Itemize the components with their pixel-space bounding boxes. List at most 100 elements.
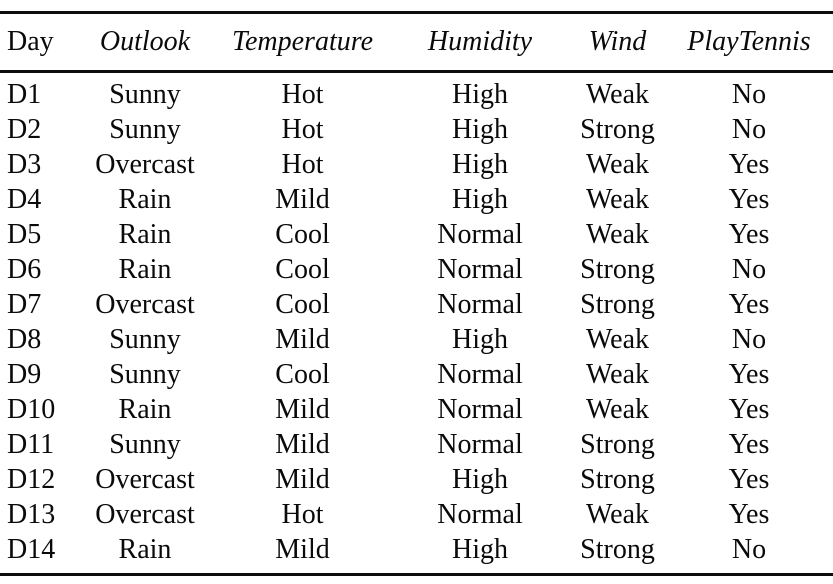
table-row: D2 Sunny Hot High Strong No (0, 112, 833, 147)
column-header-temperature: Temperature (215, 12, 390, 73)
cell-outlook: Overcast (95, 289, 195, 320)
cell-outlook: Rain (118, 394, 172, 425)
column-header-outlook: Outlook (75, 12, 215, 73)
cell-outlook: Overcast (95, 149, 195, 180)
cell-day: D14 (7, 534, 56, 565)
cell-wind: Weak (585, 184, 650, 215)
cell-playtennis: Yes (728, 359, 770, 390)
cell-humidity: Normal (437, 394, 523, 425)
table-row: D7 Overcast Cool Normal Strong Yes (0, 287, 833, 322)
cell-playtennis: No (731, 324, 767, 355)
table-row: D4 Rain Mild High Weak Yes (0, 182, 833, 217)
cell-playtennis: No (731, 114, 767, 145)
cell-temperature: Mild (275, 464, 330, 495)
cell-playtennis: Yes (728, 219, 770, 250)
cell-outlook: Overcast (95, 499, 195, 530)
column-header-wind: Wind (570, 12, 665, 73)
cell-playtennis: Yes (728, 289, 770, 320)
table-row: D14 Rain Mild High Strong No (0, 532, 833, 575)
cell-humidity: High (452, 114, 508, 145)
cell-temperature: Hot (281, 79, 324, 110)
cell-day: D10 (7, 394, 56, 425)
cell-humidity: High (452, 184, 508, 215)
table-row: D13 Overcast Hot Normal Weak Yes (0, 497, 833, 532)
cell-outlook: Sunny (109, 79, 181, 110)
cell-temperature: Hot (281, 499, 324, 530)
column-header-humidity: Humidity (390, 12, 570, 73)
cell-outlook: Rain (118, 254, 172, 285)
cell-day: D2 (7, 114, 42, 145)
cell-temperature: Mild (275, 324, 330, 355)
cell-wind: Strong (580, 254, 655, 285)
table-row: D10 Rain Mild Normal Weak Yes (0, 392, 833, 427)
cell-temperature: Mild (275, 394, 330, 425)
cell-day: D11 (7, 429, 55, 460)
cell-temperature: Mild (275, 184, 330, 215)
cell-day: D1 (7, 79, 42, 110)
cell-playtennis: Yes (728, 394, 770, 425)
cell-outlook: Rain (118, 184, 172, 215)
cell-playtennis: Yes (728, 464, 770, 495)
cell-outlook: Rain (118, 219, 172, 250)
cell-humidity: Normal (437, 219, 523, 250)
cell-temperature: Cool (275, 289, 330, 320)
cell-humidity: High (452, 149, 508, 180)
table-row: D12 Overcast Mild High Strong Yes (0, 462, 833, 497)
cell-humidity: High (452, 324, 508, 355)
cell-outlook: Rain (118, 534, 172, 565)
cell-playtennis: Yes (728, 499, 770, 530)
cell-playtennis: No (731, 254, 767, 285)
cell-outlook: Sunny (109, 429, 181, 460)
cell-playtennis: Yes (728, 184, 770, 215)
cell-playtennis: No (731, 534, 767, 565)
cell-wind: Weak (585, 324, 650, 355)
cell-temperature: Cool (275, 254, 330, 285)
cell-wind: Strong (580, 114, 655, 145)
cell-day: D12 (7, 464, 56, 495)
cell-humidity: Normal (437, 359, 523, 390)
cell-day: D5 (7, 219, 42, 250)
cell-humidity: Normal (437, 499, 523, 530)
table-row: D9 Sunny Cool Normal Weak Yes (0, 357, 833, 392)
table-row: D1 Sunny Hot High Weak No (0, 72, 833, 113)
cell-day: D7 (7, 289, 42, 320)
column-header-playtennis: PlayTennis (665, 12, 833, 73)
cell-wind: Weak (585, 79, 650, 110)
cell-playtennis: No (731, 79, 767, 110)
cell-outlook: Overcast (95, 464, 195, 495)
table-row: D8 Sunny Mild High Weak No (0, 322, 833, 357)
cell-temperature: Cool (275, 359, 330, 390)
cell-day: D3 (7, 149, 42, 180)
cell-outlook: Sunny (109, 359, 181, 390)
cell-temperature: Hot (281, 114, 324, 145)
table-row: D11 Sunny Mild Normal Strong Yes (0, 427, 833, 462)
cell-playtennis: Yes (728, 429, 770, 460)
play-tennis-table: Day Outlook Temperature Humidity Wind Pl… (0, 11, 833, 576)
cell-wind: Strong (580, 534, 655, 565)
cell-wind: Strong (580, 464, 655, 495)
table-row: D5 Rain Cool Normal Weak Yes (0, 217, 833, 252)
cell-day: D6 (7, 254, 42, 285)
cell-wind: Weak (585, 499, 650, 530)
cell-humidity: High (452, 534, 508, 565)
cell-humidity: High (452, 79, 508, 110)
cell-temperature: Hot (281, 149, 324, 180)
cell-wind: Weak (585, 394, 650, 425)
cell-humidity: Normal (437, 429, 523, 460)
cell-humidity: High (452, 464, 508, 495)
cell-wind: Weak (585, 219, 650, 250)
table-row: D6 Rain Cool Normal Strong No (0, 252, 833, 287)
cell-wind: Strong (580, 289, 655, 320)
cell-playtennis: Yes (728, 149, 770, 180)
table-row: D3 Overcast Hot High Weak Yes (0, 147, 833, 182)
cell-outlook: Sunny (109, 324, 181, 355)
cell-day: D9 (7, 359, 42, 390)
cell-wind: Weak (585, 149, 650, 180)
cell-outlook: Sunny (109, 114, 181, 145)
cell-wind: Strong (580, 429, 655, 460)
column-header-day: Day (0, 12, 75, 73)
cell-temperature: Mild (275, 429, 330, 460)
cell-day: D8 (7, 324, 42, 355)
cell-wind: Weak (585, 359, 650, 390)
